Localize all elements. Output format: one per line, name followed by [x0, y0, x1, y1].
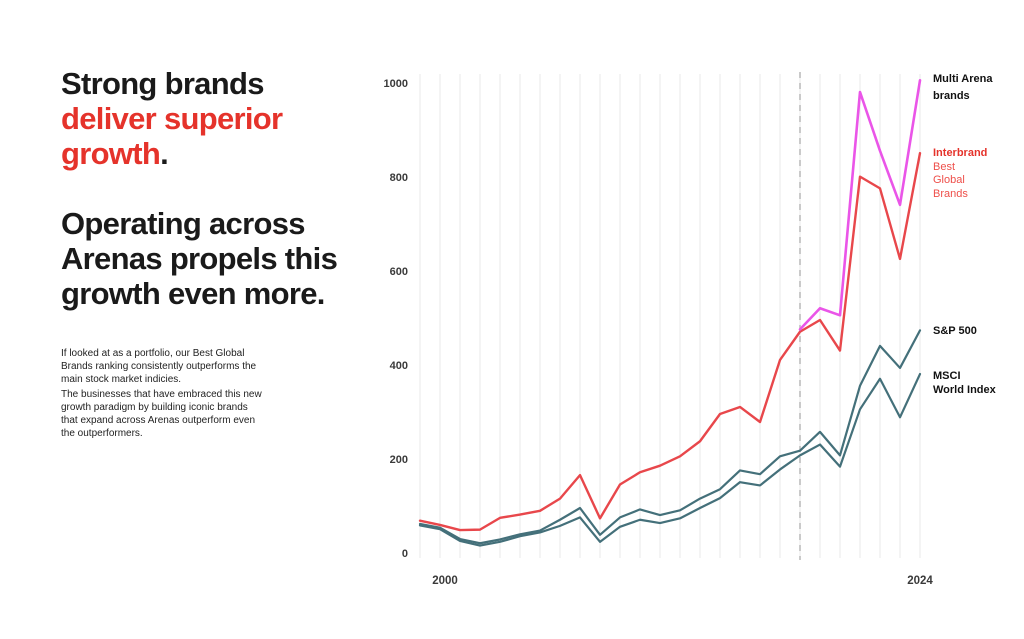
y-tick-800: 800: [389, 172, 408, 184]
headline: Strong brands deliver superior growth.: [61, 66, 283, 171]
headline-line-2: deliver superior: [61, 101, 283, 136]
y-tick-1000: 1000: [383, 78, 408, 90]
y-tick-600: 600: [389, 266, 408, 278]
series-label-multi-arena-brands: Multi Arena brands: [933, 73, 993, 102]
headline-line-1: Strong brands: [61, 66, 264, 101]
x-tick-2024: 2024: [907, 575, 933, 587]
body-paragraph-2: The businesses that have embraced this n…: [61, 389, 262, 439]
y-tick-200: 200: [389, 454, 408, 466]
y-tick-400: 400: [389, 360, 408, 372]
x-tick-2000: 2000: [432, 575, 458, 587]
body-paragraph-1: If looked at as a portfolio, our Best Gl…: [61, 348, 257, 385]
series-label-msci-world-index: MSCI World Index: [933, 370, 996, 396]
subheadline-line-2: Arenas propels this: [61, 241, 338, 276]
series-label-sp500: S&P 500: [933, 325, 977, 337]
headline-period: .: [160, 136, 169, 171]
subheadline-line-3: growth even more.: [61, 276, 325, 311]
series-label-interbrand-best-global-brands: Interbrand Best Global Brands: [933, 147, 988, 200]
headline-line-3: growth.: [61, 136, 169, 171]
y-tick-0: 0: [401, 548, 408, 560]
subheadline-line-1: Operating across: [61, 206, 305, 241]
subheadline: Operating across Arenas propels this gro…: [61, 206, 338, 311]
